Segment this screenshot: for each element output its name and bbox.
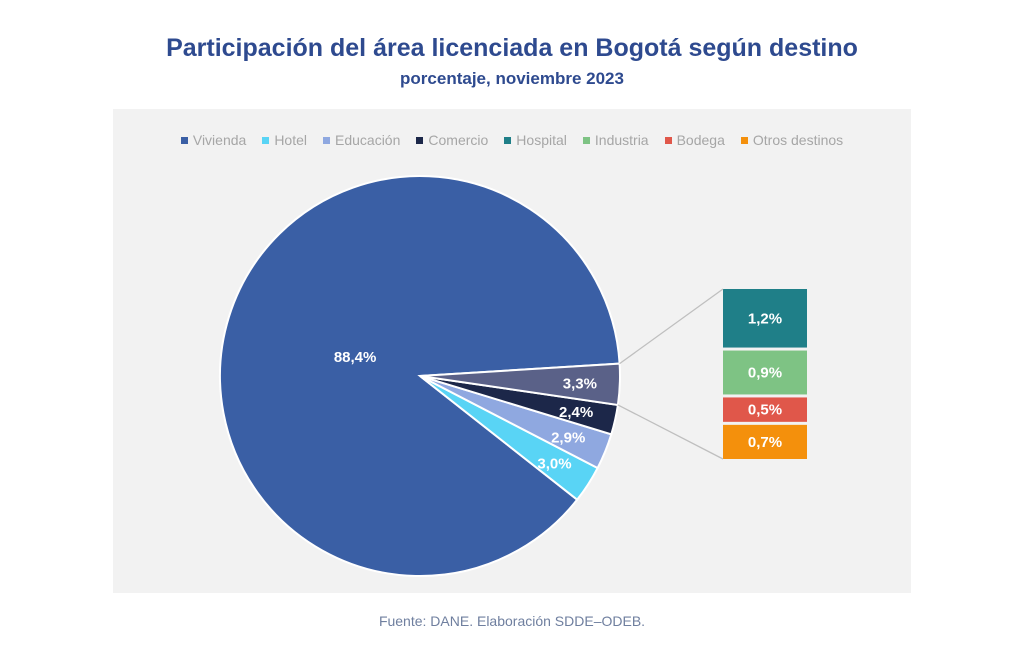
legend: Vivienda Hotel Educación Comercio Hospital In… [113,132,911,148]
legend-label: Hotel [274,132,307,148]
data-label-comercio: 2,4% [559,404,593,421]
legend-item-comercio: Comercio [416,132,488,148]
chart-title: Participación del área licenciada en Bog… [166,34,858,62]
pie-slice-vivienda [219,175,621,577]
legend-item-bodega: Bodega [664,132,725,148]
legend-label: Educación [335,132,401,148]
breakdown-bar-hospital [723,289,807,348]
legend-swatch [582,136,590,144]
legend-label: Bodega [676,132,725,148]
legend-label: Hospital [516,132,567,148]
legend-item-hospital: Hospital [504,132,567,148]
legend-label: Vivienda [192,132,247,148]
breakdown-label-bodega: 0,5% [748,402,782,419]
legend-item-otros-destinos: Otros destinos [740,132,844,148]
breakdown-label-hospital: 1,2% [748,310,782,327]
data-label-vivienda: 88,4% [334,349,377,366]
legend-label: Industria [594,132,649,148]
plot-area: Vivienda Hotel Educación Comercio Hospital In… [113,109,911,593]
breakdown-bar-otros-destinos [723,424,807,459]
chart-subtitle: porcentaje, noviembre 2023 [400,69,624,88]
data-label-educacion: 2,9% [551,429,585,446]
data-label-hotel: 3,0% [537,456,571,473]
legend-item-vivienda: Vivienda [180,132,247,148]
connector-line-top [619,288,724,365]
legend-label: Comercio [428,132,489,148]
legend-swatch [180,136,188,144]
source-note: Fuente: DANE. Elaboración SDDE–ODEB. [378,613,646,629]
legend-swatch [416,136,424,144]
legend-item-hotel: Hotel [262,132,307,148]
connector-line-bottom [617,404,724,460]
legend-swatch [664,136,672,144]
breakdown-label-otros-destinos: 0,7% [748,434,782,451]
legend-swatch [323,136,330,144]
breakdown-label-industria: 0,9% [748,365,782,382]
legend-item-industria: Industria [582,132,649,148]
legend-item-educacion: Educación [323,132,400,148]
breakdown-bar-bodega [723,397,807,422]
legend-swatch [262,136,270,144]
legend-swatch [504,136,512,144]
breakdown-bar-industria [723,350,807,395]
legend-swatch [740,136,748,144]
pie-of-pie-chart: 88,4% 3,0% 2,9% 2,4% 3,3% 1,2% 0,9% 0,5% 0,7% [219,175,807,577]
data-label-otros: 3,3% [563,376,597,393]
legend-label: Otros destinos [752,132,844,148]
